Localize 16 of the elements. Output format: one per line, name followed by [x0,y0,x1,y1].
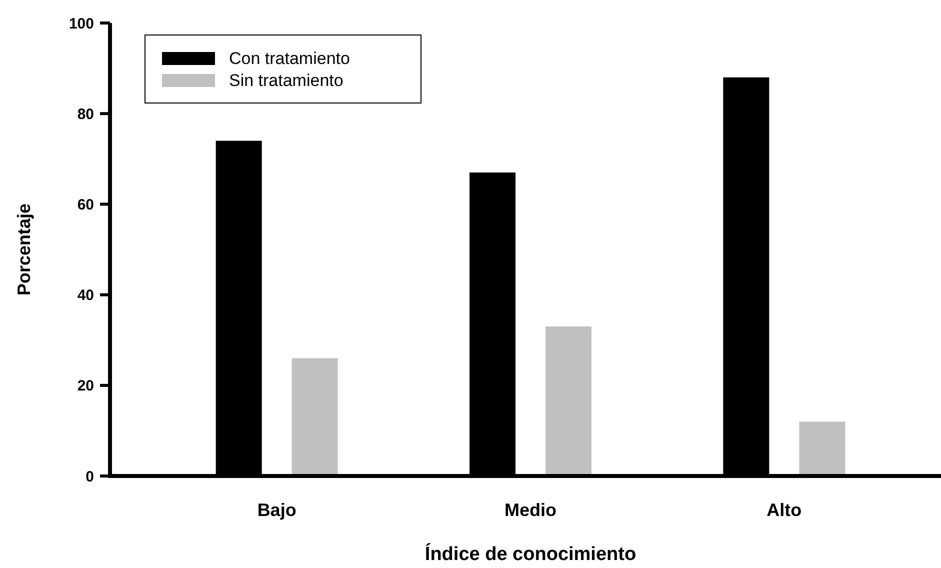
legend-label: Sin tratamiento [229,70,344,90]
y-tick-label: 60 [77,196,94,214]
y-tick-label: 0 [86,468,94,486]
bar [546,326,592,476]
x-axis-title: Índice de conocimiento [424,543,636,565]
bar [292,358,338,476]
y-tick-label: 20 [77,378,94,395]
legend-label: Con tratamiento [229,48,350,68]
y-tick-label: 80 [77,106,94,123]
x-tick-label: Bajo [257,500,296,520]
x-tick-label: Alto [766,500,802,520]
y-axis-title: Porcentaje [14,203,34,296]
x-tick-label: Medio [504,500,556,520]
y-tick-label: 40 [77,287,94,304]
bar [799,422,846,476]
y-tick-label: 100 [68,15,94,32]
